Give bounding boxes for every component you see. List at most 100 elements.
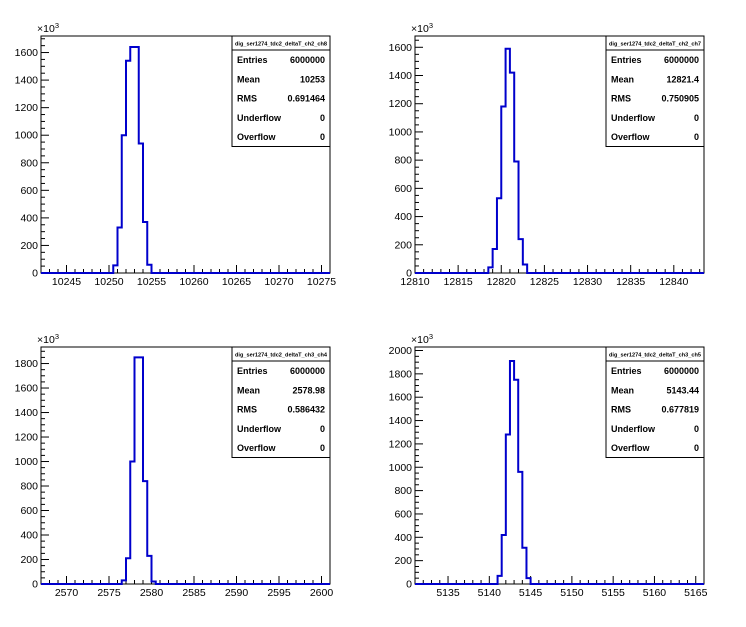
histogram-bin	[152, 582, 156, 584]
histogram-bin	[139, 143, 143, 273]
histogram-bin	[130, 462, 134, 584]
stats-label: Mean	[611, 74, 634, 84]
x-tick-label: 12815	[444, 276, 473, 288]
y-tick-label: 1600	[389, 42, 413, 54]
x-tick-label: 10250	[94, 276, 123, 288]
stats-value: 10253	[300, 74, 325, 84]
histogram-bin	[506, 435, 510, 584]
y-multiplier-base: ×10	[37, 23, 55, 35]
histogram-bin	[506, 49, 510, 273]
stats-value: 6000000	[664, 55, 699, 65]
y-multiplier-exponent: 3	[55, 21, 59, 30]
stats-box: dig_ser1274_tdc2_deltaT_ch2_ch8 Entries 60…	[231, 35, 331, 147]
y-tick-label: 400	[20, 530, 38, 542]
y-tick-label: 800	[394, 485, 412, 497]
x-tick-label: 5135	[436, 587, 460, 599]
y-tick-label: 400	[20, 212, 38, 224]
histogram-bin	[122, 580, 126, 584]
stats-value: 0	[694, 424, 699, 434]
histogram-bin	[501, 107, 505, 273]
y-tick-label: 1600	[389, 392, 413, 404]
stats-label: RMS	[611, 94, 631, 104]
histogram-bin	[122, 135, 126, 273]
histogram-bin	[493, 249, 497, 273]
stats-value: 0	[320, 443, 325, 453]
stats-label: Entries	[611, 55, 642, 65]
stats-value: 0	[320, 113, 325, 123]
stats-label: Overflow	[237, 443, 277, 453]
histogram-bin	[113, 265, 117, 273]
stats-value: 5143.44	[666, 385, 699, 395]
y-tick-label: 1400	[15, 75, 39, 87]
histogram-bin	[522, 548, 526, 584]
stats-value: 0.691464	[287, 94, 325, 104]
stats-label: Underflow	[237, 113, 282, 123]
y-tick-label: 200	[394, 555, 412, 567]
y-tick-label: 200	[20, 554, 38, 566]
x-tick-label: 10265	[222, 276, 251, 288]
histogram-bin	[135, 47, 139, 273]
x-tick-label: 5150	[560, 587, 584, 599]
stats-label: Mean	[237, 74, 260, 84]
x-tick-label: 12825	[530, 276, 559, 288]
y-tick-label: 1200	[15, 102, 39, 114]
x-tick-label: 2590	[225, 587, 249, 599]
stats-title: dig_ser1274_tdc2_deltaT_ch2_ch7	[609, 42, 701, 48]
stats-title: dig_ser1274_tdc2_deltaT_ch3_ch4	[235, 353, 328, 359]
histogram-bin	[518, 472, 522, 584]
stats-value: 6000000	[290, 366, 325, 376]
y-tick-label: 0	[32, 579, 38, 591]
histogram-bin	[139, 357, 143, 584]
stats-label: Underflow	[611, 113, 656, 123]
stats-title: dig_ser1274_tdc2_deltaT_ch3_ch5	[609, 353, 701, 359]
x-tick-label: 12840	[659, 276, 688, 288]
y-tick-label: 1400	[389, 70, 413, 82]
histogram-outline	[41, 356, 330, 585]
x-tick-label: 12835	[616, 276, 645, 288]
histogram-bin	[519, 239, 523, 273]
histogram-bin	[147, 556, 151, 584]
histogram-outline	[415, 47, 704, 274]
stats-label: Entries	[237, 55, 268, 65]
stats-value: 0	[694, 132, 699, 142]
stats-value: 0	[320, 132, 325, 142]
stats-box-frame	[231, 35, 331, 147]
stats-title: dig_ser1274_tdc2_deltaT_ch2_ch8	[235, 42, 327, 48]
x-tick-label: 10245	[52, 276, 81, 288]
x-tick-label: 2585	[182, 587, 206, 599]
stats-value: 0	[694, 443, 699, 453]
x-tick-label: 10260	[179, 276, 208, 288]
stats-value: 0.677819	[661, 405, 699, 415]
y-tick-label: 200	[394, 239, 412, 251]
histogram-bin	[502, 535, 506, 584]
histogram-bin	[523, 265, 527, 273]
stats-box: dig_ser1274_tdc2_deltaT_ch3_ch4 Entries 60…	[231, 346, 331, 458]
stats-value: 0	[694, 113, 699, 123]
histogram-bin	[126, 61, 130, 273]
histogram-bin	[135, 357, 139, 584]
y-tick-label: 0	[32, 268, 38, 280]
histogram-bin	[514, 380, 518, 584]
y-multiplier-label: ×103	[411, 21, 433, 35]
stats-label: Entries	[237, 366, 268, 376]
y-multiplier-label: ×103	[411, 332, 433, 346]
y-multiplier-base: ×10	[411, 334, 429, 346]
y-tick-label: 600	[20, 185, 38, 197]
stats-box: dig_ser1274_tdc2_deltaT_ch3_ch5 Entries 60…	[605, 346, 705, 458]
y-multiplier-exponent: 3	[429, 21, 433, 30]
stats-box: dig_ser1274_tdc2_deltaT_ch2_ch7 Entries 60…	[605, 35, 705, 147]
stats-value: 12821.4	[666, 74, 699, 84]
x-tick-label: 5155	[601, 587, 625, 599]
histogram-bin	[118, 228, 122, 273]
y-multiplier-exponent: 3	[55, 332, 59, 341]
stats-label: Mean	[237, 385, 260, 395]
y-tick-label: 600	[394, 508, 412, 520]
y-tick-label: 200	[20, 240, 38, 252]
y-tick-label: 1200	[389, 98, 413, 110]
x-tick-label: 5160	[643, 587, 667, 599]
stats-label: Mean	[611, 385, 634, 395]
x-tick-label: 12830	[573, 276, 602, 288]
stats-label: RMS	[237, 94, 257, 104]
stats-value: 0.586432	[287, 405, 325, 415]
